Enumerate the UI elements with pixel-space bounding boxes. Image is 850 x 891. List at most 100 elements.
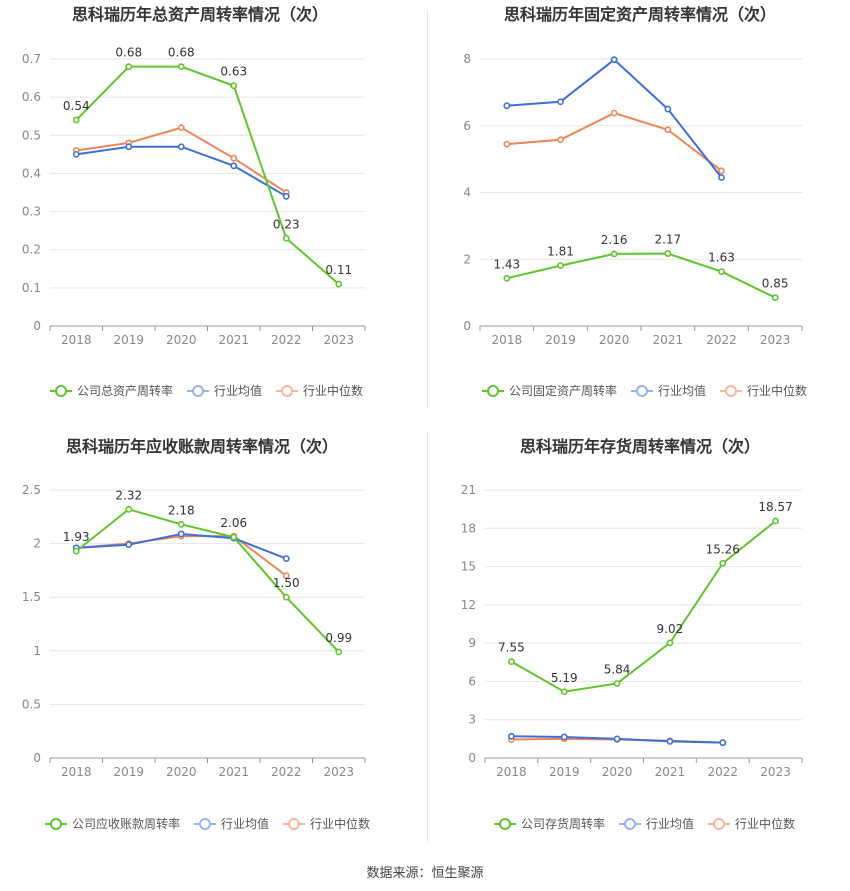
data-point-company: [282, 234, 290, 242]
data-point-company: [177, 520, 185, 528]
x-tick-label: 2018: [492, 333, 523, 347]
legend-marker: [192, 385, 204, 397]
data-label: 9.02: [657, 622, 684, 636]
data-point-median: [282, 572, 290, 580]
legend-label: 行业均值: [221, 816, 269, 831]
data-label: 5.19: [551, 671, 578, 685]
legend-marker: [725, 385, 737, 397]
data-point-company: [282, 593, 290, 601]
x-tick-label: 2019: [113, 765, 144, 779]
y-tick-label: 0.5: [22, 697, 41, 711]
x-tick-label: 2018: [496, 765, 527, 779]
data-point-company: [560, 688, 568, 696]
data-point-company: [610, 250, 618, 258]
x-tick-label: 2020: [166, 333, 197, 347]
y-tick-label: 0.5: [22, 128, 41, 142]
y-tick-label: 2: [33, 537, 41, 551]
data-label: 1.63: [708, 251, 735, 265]
y-tick-label: 0.7: [22, 52, 41, 66]
legend-item-company: 公司应收账款周转率: [45, 816, 180, 831]
x-tick-label: 2018: [61, 765, 92, 779]
legend-item-company: 公司存货周转率: [494, 816, 605, 831]
legend-label: 行业中位数: [735, 816, 795, 831]
legend-item-avg: 行业均值: [194, 816, 269, 831]
data-label: 0.11: [325, 263, 352, 277]
data-label: 0.63: [220, 65, 247, 79]
data-point-avg: [282, 555, 290, 563]
y-tick-label: 0.2: [22, 243, 41, 257]
y-tick-label: 21: [461, 483, 476, 497]
data-point-avg: [125, 541, 133, 549]
legend-label: 行业均值: [658, 383, 706, 398]
y-tick-label: 0: [33, 751, 41, 765]
chart-2: 思科瑞历年固定资产周转率情况（次） 0 2 4 6 8 2018 2019 2020 2021 20…: [463, 5, 807, 398]
chart-title: 思科瑞历年存货周转率情况（次）: [520, 437, 760, 456]
data-label: 0.85: [762, 277, 789, 291]
data-point-median: [503, 140, 511, 148]
series-line-avg: [506, 58, 723, 179]
data-label: 5.84: [604, 662, 631, 676]
y-tick-label: 18: [461, 521, 476, 535]
legend-label: 行业中位数: [747, 383, 807, 398]
data-point-company: [557, 262, 564, 269]
data-point-company: [230, 82, 238, 90]
data-point-company: [664, 250, 672, 257]
y-tick-label: 0: [468, 751, 476, 765]
x-tick-label: 2022: [707, 765, 738, 779]
y-tick-label: 8: [463, 52, 471, 66]
data-point-company: [125, 505, 133, 513]
data-point-avg: [610, 56, 618, 64]
data-label: 0.99: [325, 631, 352, 645]
legend-item-median: 行业中位数: [720, 383, 807, 398]
x-tick-label: 2018: [61, 333, 92, 347]
y-tick-label: 0.3: [22, 205, 41, 219]
data-point-avg: [72, 150, 80, 158]
y-tick-label: 15: [461, 560, 476, 574]
data-point-avg: [666, 738, 674, 745]
x-tick-label: 2022: [271, 333, 302, 347]
vertical-divider-top: [427, 10, 428, 408]
legend-marker: [199, 818, 211, 830]
legend-marker: [713, 818, 725, 830]
chart-title: 思科瑞历年总资产周转率情况（次）: [72, 5, 328, 24]
y-tick-label: 4: [463, 186, 471, 200]
data-point-avg: [613, 735, 621, 743]
legend-item-avg: 行业均值: [619, 816, 694, 831]
data-source-label: 数据来源：恒生聚源: [366, 866, 484, 881]
data-point-avg: [508, 732, 515, 740]
data-label: 2.17: [654, 233, 681, 247]
data-point-avg: [282, 192, 290, 200]
charts-svg: 思科瑞历年总资产周转率情况（次）00.10.20.30.40.50.60.720…: [22, 5, 807, 831]
legend-marker: [624, 818, 636, 830]
legend-item-company: 公司总资产周转率: [50, 383, 173, 398]
y-tick-label: 6: [468, 674, 476, 688]
x-tick-label: 2020: [599, 333, 630, 347]
data-label: 2.16: [601, 233, 628, 247]
x-tick-label: 2021: [218, 333, 249, 347]
y-tick-label: 1: [33, 644, 41, 658]
legend-item-avg: 行业均值: [631, 383, 706, 398]
data-label: 1.81: [547, 245, 574, 259]
data-point-avg: [664, 105, 672, 113]
series-line-median: [76, 535, 287, 577]
legend-item-median: 行业中位数: [283, 816, 370, 831]
series-line-company: [510, 520, 777, 693]
data-point-company: [771, 294, 779, 302]
data-label: 2.32: [115, 488, 142, 502]
data-label: 7.55: [498, 641, 525, 655]
data-point-company: [72, 116, 80, 124]
series-line-company: [75, 508, 340, 653]
y-tick-label: 0.6: [22, 90, 41, 104]
x-tick-label: 2022: [271, 765, 302, 779]
legend-item-avg: 行业均值: [187, 383, 262, 398]
legend-label: 行业中位数: [303, 383, 363, 398]
chart-3: 思科瑞历年应收账款周转率情况（次） 0 0.5 1 1.5 2 2.5 2018 2019 202…: [22, 437, 370, 831]
chart-1: 思科瑞历年总资产周转率情况（次） 0 0.1 0.2 0.3 0.4 0.5 0.6 0.7 20…: [22, 5, 366, 398]
legend-label: 公司存货周转率: [521, 816, 605, 831]
data-point-avg: [560, 733, 568, 741]
data-point-company: [666, 639, 674, 647]
data-label: 2.18: [168, 503, 195, 517]
data-label: 0.68: [168, 46, 195, 60]
vertical-divider-bottom: [427, 432, 428, 842]
